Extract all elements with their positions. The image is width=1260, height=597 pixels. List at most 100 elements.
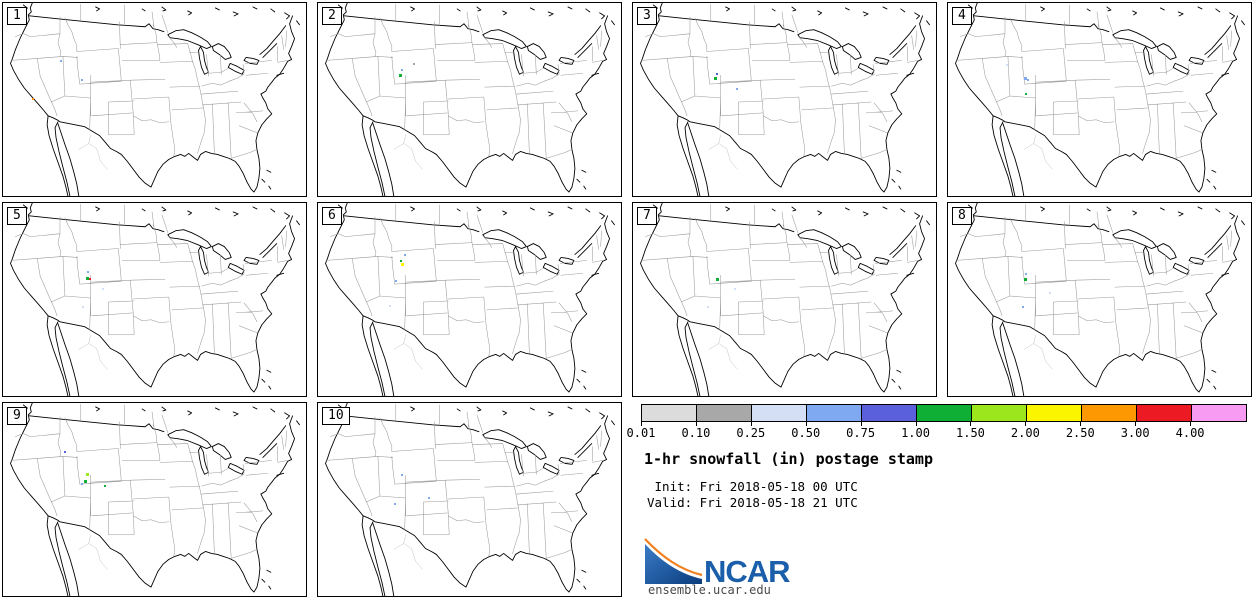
colorbar-cell <box>1082 405 1137 421</box>
colorbar-tick <box>641 422 642 426</box>
ncar-logo-stripe-orange <box>644 538 703 577</box>
snowfall-speck <box>413 63 415 65</box>
forecast-panel-9[interactable]: 9 <box>2 402 307 597</box>
snowfall-speck <box>86 473 89 476</box>
colorbar-tick <box>695 422 697 426</box>
snowfall-speck <box>82 306 84 308</box>
snowfall-speck <box>714 77 717 80</box>
panel-number: 1 <box>7 7 27 25</box>
ncar-logo: NCAR <box>644 538 791 586</box>
colorbar-cell <box>917 405 972 421</box>
product-title: 1-hr snowfall (in) postage stamp <box>644 450 933 468</box>
colorbar-cell <box>972 405 1027 421</box>
colorbar-tick <box>805 422 807 426</box>
init-time: Init: Fri 2018-05-18 00 UTC <box>647 479 858 494</box>
colorbar-tick-label: 3.00 <box>1120 426 1150 440</box>
colorbar-tick-label: 2.50 <box>1065 426 1095 440</box>
colorbar-cell <box>862 405 917 421</box>
us-map <box>10 3 300 196</box>
ncar-logo-sail <box>645 544 702 584</box>
snowfall-speck <box>1024 278 1027 281</box>
colorbar-ticks <box>641 422 1247 427</box>
forecast-panel-8[interactable]: 8 <box>947 202 1252 397</box>
snowfall-speck <box>1022 306 1024 308</box>
panel-number: 4 <box>952 7 972 25</box>
snowfall-speck <box>1024 77 1027 80</box>
snowfall-speck <box>89 278 91 280</box>
us-map <box>10 203 300 396</box>
colorbar-tick-label: 0.10 <box>681 426 711 440</box>
snowfall-speck <box>81 483 83 485</box>
snowfall-speck <box>64 451 66 453</box>
snowfall-speck <box>716 73 718 75</box>
snowfall-speck <box>389 305 391 307</box>
colorbar-tick <box>915 422 917 426</box>
panel-number: 9 <box>7 407 27 425</box>
snowfall-speck <box>102 288 104 290</box>
forecast-panel-7[interactable]: 7 <box>632 202 937 397</box>
snowfall-speck <box>428 497 430 499</box>
snowfall-speck <box>1025 93 1027 95</box>
snowfall-speck <box>399 74 402 77</box>
snowfall-speck <box>1025 273 1027 275</box>
panel-number: 2 <box>322 7 342 25</box>
us-map <box>955 3 1245 196</box>
colorbar-tick-label: 0.01 <box>626 426 656 440</box>
colorbar-tick-label: 0.25 <box>736 426 766 440</box>
colorbar-tick <box>1135 422 1137 426</box>
us-map <box>325 3 615 196</box>
forecast-panel-2[interactable]: 2 <box>317 2 622 197</box>
colorbar-cell <box>807 405 862 421</box>
colorbar-tick-label: 1.50 <box>956 426 985 440</box>
snowfall-colorbar <box>641 404 1247 422</box>
snowfall-speck <box>401 474 403 476</box>
forecast-panel-10[interactable]: 10 <box>317 402 622 597</box>
snowfall-speck <box>87 271 89 273</box>
snowfall-speck <box>84 480 87 483</box>
us-map <box>640 3 930 196</box>
snowfall-speck <box>86 277 89 280</box>
snowfall-speck <box>707 306 709 308</box>
colorbar-tick <box>860 422 862 426</box>
us-map <box>10 403 300 596</box>
forecast-panel-4[interactable]: 4 <box>947 2 1252 197</box>
snowfall-speck <box>404 254 406 256</box>
colorbar-cell <box>1027 405 1082 421</box>
valid-time: Valid: Fri 2018-05-18 21 UTC <box>647 494 858 510</box>
us-map <box>325 203 615 396</box>
colorbar-tick <box>1190 422 1192 426</box>
panel-number: 5 <box>7 207 27 225</box>
colorbar-cell <box>642 405 697 421</box>
us-map <box>955 203 1245 396</box>
colorbar-cell <box>697 405 752 421</box>
snowfall-speck <box>401 263 404 266</box>
snowfall-speck <box>734 288 736 290</box>
panel-number: 8 <box>952 207 972 225</box>
panel-number: 6 <box>322 207 342 225</box>
ensemble-url: ensemble.ucar.edu <box>648 583 771 597</box>
panel-number: 3 <box>637 7 657 25</box>
legend-block: 0.01 0.10 0.25 0.50 0.75 1.00 1.50 2.00 2.50 3.00… <box>627 400 1260 597</box>
colorbar-cell <box>1137 405 1192 421</box>
forecast-panel-6[interactable]: 6 <box>317 202 622 397</box>
init-valid-times: Init: Fri 2018-05-18 00 UTC Valid: Fri 2… <box>647 479 858 510</box>
panel-number: 10 <box>322 407 350 425</box>
snowfall-speck <box>1006 64 1008 66</box>
forecast-panel-3[interactable]: 3 <box>632 2 937 197</box>
snowfall-speck <box>104 485 106 487</box>
forecast-panel-5[interactable]: 5 <box>2 202 307 397</box>
snowfall-speck <box>736 88 738 90</box>
colorbar-tick-label: 4.00 <box>1175 426 1205 440</box>
ncar-logo-text: NCAR <box>704 554 790 586</box>
forecast-panel-1[interactable]: 1 <box>2 2 307 197</box>
colorbar-tick-label: 0.50 <box>791 426 821 440</box>
colorbar-cell <box>752 405 807 421</box>
snowfall-speck <box>716 278 719 281</box>
colorbar-tick-label: 2.00 <box>1010 426 1040 440</box>
panel-number: 7 <box>637 207 657 225</box>
colorbar-tick <box>750 422 752 426</box>
colorbar-tick <box>1080 422 1082 426</box>
colorbar-tick-label: 1.00 <box>901 426 930 440</box>
snowfall-speck <box>395 280 397 282</box>
